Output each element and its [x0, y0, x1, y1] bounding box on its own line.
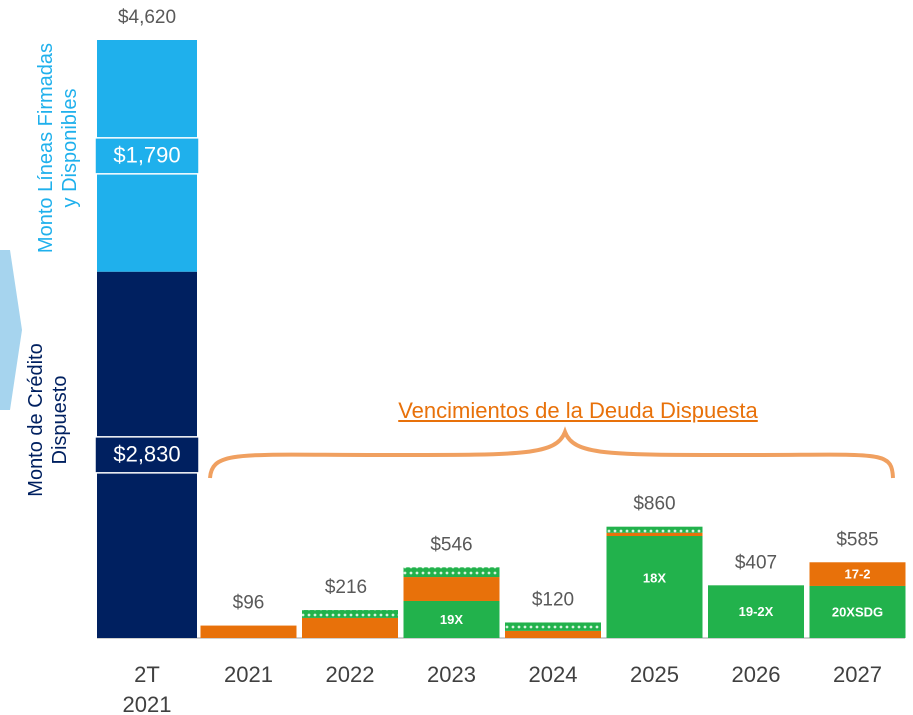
total-label: $860	[633, 494, 675, 515]
total-label: $120	[532, 589, 574, 610]
series-label: Monto de Crédito Dispuesto	[25, 343, 71, 497]
total-label: $96	[233, 593, 265, 614]
arrow	[0, 250, 22, 410]
bar-segment	[403, 600, 500, 638]
bar-segment	[606, 526, 703, 533]
x-tick-label: 2021	[224, 662, 273, 687]
segment-label: 18X	[643, 570, 666, 585]
series-label: Monto Líneas Firmadas y Disponibles	[35, 42, 81, 254]
total-label: $546	[430, 534, 472, 555]
bar-segment	[606, 532, 703, 537]
x-tick-label: 2024	[528, 662, 578, 687]
value-label: $1,790	[113, 143, 180, 168]
bar-segment	[606, 536, 703, 638]
total-label: $585	[836, 529, 878, 550]
bar-segment	[809, 585, 906, 638]
bar-segment	[302, 617, 398, 638]
x-tick-label: 2023	[427, 662, 476, 687]
segment-label: 17-2	[844, 567, 870, 582]
bar-segment	[403, 577, 500, 601]
x-tick-label: 2025	[630, 662, 679, 687]
segment-label: 20XSDG	[832, 604, 883, 619]
bar-segment	[200, 625, 297, 638]
value-label-box	[94, 137, 200, 175]
total-label: $216	[325, 577, 367, 598]
bar-segment	[809, 562, 906, 586]
value-label: $2,830	[113, 442, 180, 467]
segment-label: 19-2X	[739, 604, 774, 619]
bar-segment	[302, 610, 398, 618]
value-label-box	[94, 436, 200, 474]
total-label: $4,620	[118, 7, 176, 28]
x-tick-label: 2T 2021	[122, 662, 172, 715]
total-label: $407	[735, 552, 777, 573]
bar-segment	[505, 622, 601, 631]
x-tick-label: 2026	[731, 662, 781, 687]
x-tick-label: 2022	[325, 662, 375, 687]
bar-segment	[505, 630, 601, 638]
annotation: Vencimientos de la Deuda Dispuesta	[398, 398, 758, 423]
x-tick-label: 2027	[833, 662, 882, 687]
bar-segment	[403, 567, 500, 578]
segment-label: 19X	[440, 612, 463, 627]
bar-segment	[708, 585, 804, 638]
brace	[208, 426, 895, 479]
